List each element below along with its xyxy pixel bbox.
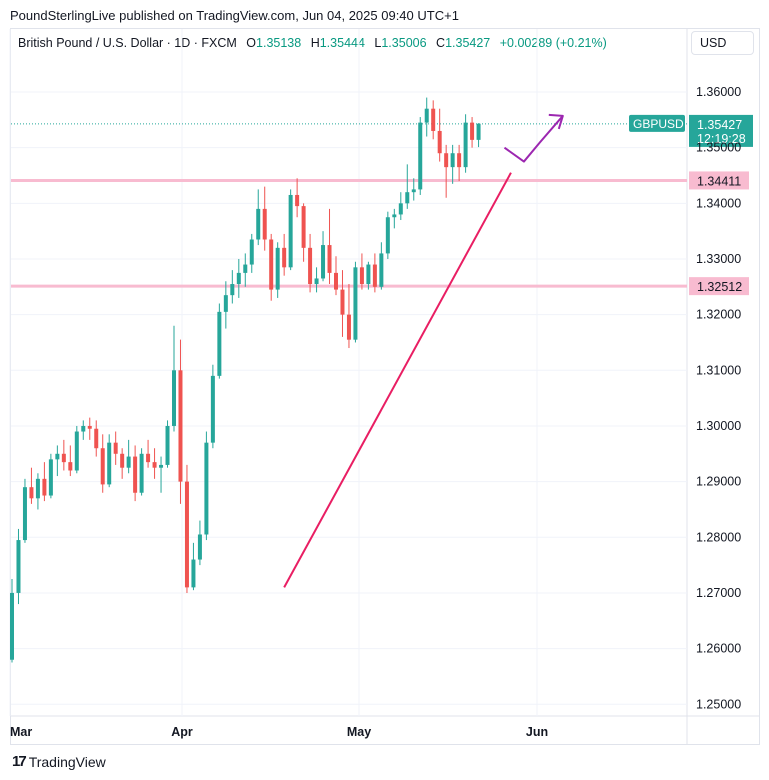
symbol-legend: British Pound / U.S. Dollar · 1D · FXCM … xyxy=(18,36,607,50)
footer-brand: TradingView xyxy=(28,753,106,770)
legend-title: British Pound / U.S. Dollar · 1D · FXCM xyxy=(18,36,237,50)
legend-open-value: 1.35138 xyxy=(256,36,302,50)
legend-high-label: H xyxy=(310,36,320,50)
legend-close-value: 1.35427 xyxy=(445,36,491,50)
tradingview-logo-icon: 17 xyxy=(12,753,27,770)
publish-line: PoundSterlingLive published on TradingVi… xyxy=(10,8,459,23)
legend-low-value: 1.35006 xyxy=(381,36,427,50)
currency-button[interactable]: USD xyxy=(691,31,754,55)
legend-close-label: C xyxy=(436,36,446,50)
chart-frame xyxy=(10,28,760,745)
legend-change: +0.00289 (+0.21%) xyxy=(499,36,607,50)
footer: 17 TradingView xyxy=(12,753,106,770)
legend-low-label: L xyxy=(374,36,382,50)
legend-open-label: O xyxy=(246,36,257,50)
legend-high-value: 1.35444 xyxy=(319,36,365,50)
